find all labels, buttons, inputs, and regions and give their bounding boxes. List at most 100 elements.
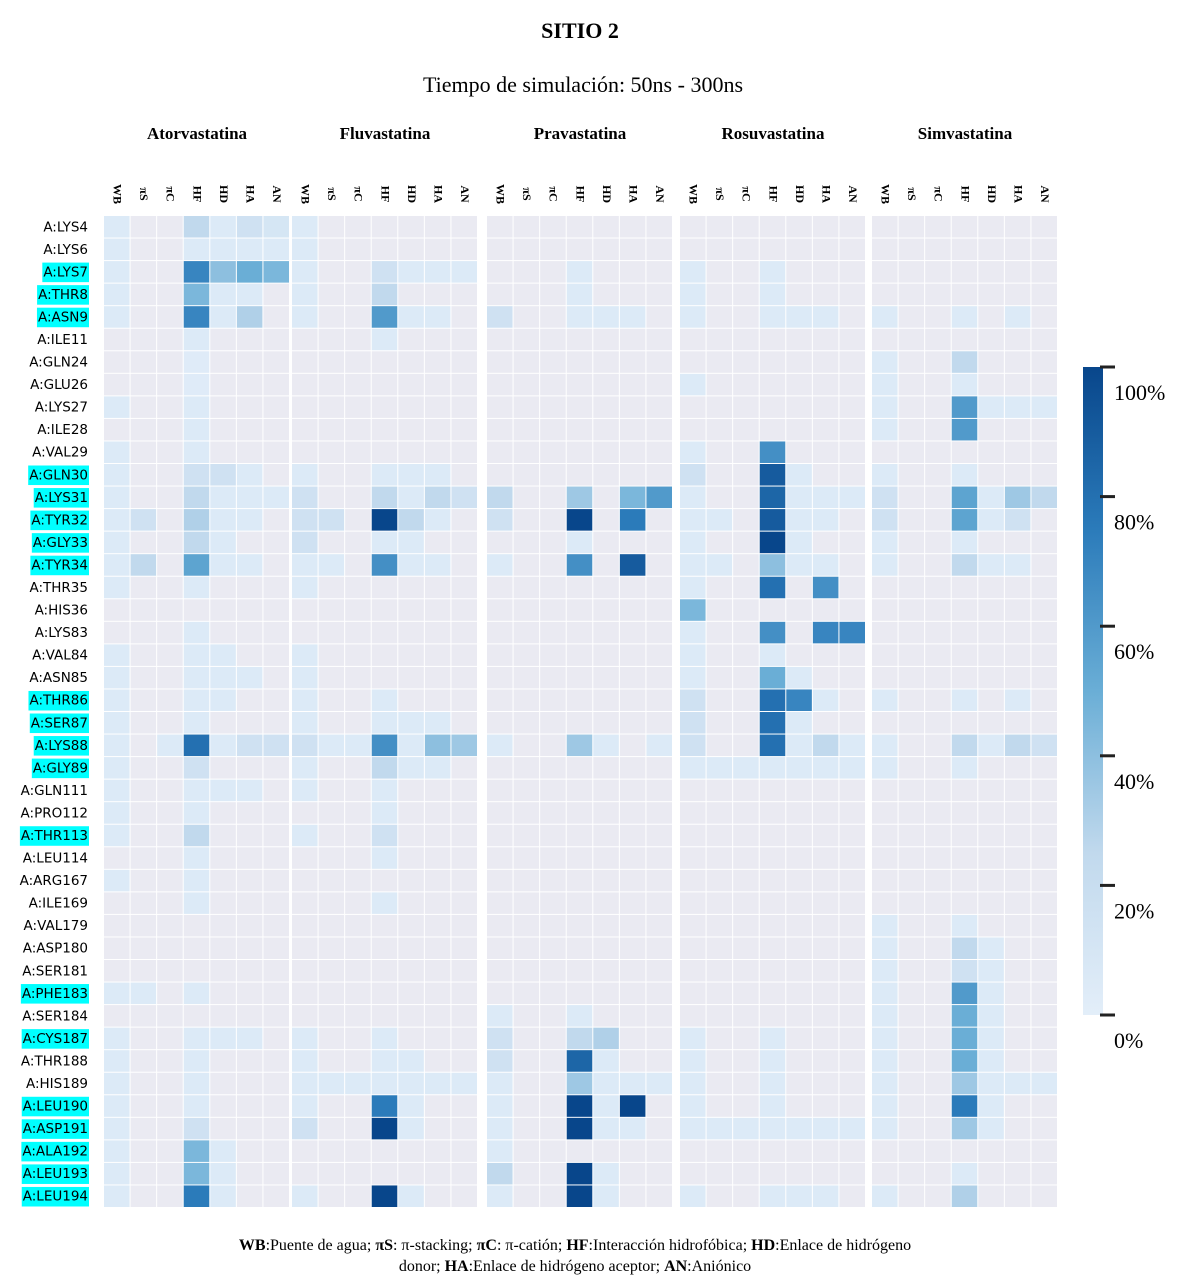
heatmap-cell [263, 914, 289, 937]
heatmap-cell [236, 464, 263, 486]
heatmap-cell [898, 1140, 925, 1162]
heatmap-cell [619, 531, 646, 554]
heatmap-cell [130, 960, 157, 982]
heatmap-cell [925, 373, 951, 396]
heatmap-cell [925, 1050, 951, 1072]
row-highlight [42, 262, 89, 283]
heatmap-cell [1004, 960, 1031, 982]
heatmap-cell [566, 824, 593, 847]
heatmap-cell [898, 1050, 925, 1072]
panel-title: Simvastatina [918, 124, 1013, 143]
heatmap-cell [680, 1185, 706, 1207]
heatmap-cell [978, 1050, 1004, 1072]
row-label: A:TYR34 [31, 557, 88, 573]
heatmap-cell [318, 914, 345, 937]
heatmap-cell [318, 1095, 345, 1117]
heatmap-cell [451, 531, 477, 554]
heatmap-cell [318, 757, 345, 779]
heatmap-cell [398, 1185, 424, 1207]
heatmap-cell [398, 1162, 424, 1185]
heatmap-cell [978, 757, 1004, 779]
heatmap-cell [130, 1185, 157, 1207]
heatmap-cell [839, 509, 865, 531]
heatmap-cell [104, 621, 130, 644]
heatmap-cell [1004, 689, 1031, 711]
heatmap-cell [371, 554, 398, 576]
heatmap-cell [236, 351, 263, 373]
column-label: πC [164, 186, 178, 201]
heatmap-cell [451, 351, 477, 373]
heatmap-cell [593, 306, 619, 328]
heatmap-cell [130, 1005, 157, 1027]
row-label: A:LEU114 [23, 851, 88, 867]
heatmap-cell [619, 1185, 646, 1207]
heatmap-cell [646, 261, 672, 283]
heatmap-cell [540, 373, 566, 396]
heatmap-cell [130, 306, 157, 328]
heatmap-cell [513, 306, 540, 328]
heatmap-cell [236, 982, 263, 1005]
heatmap-cell [210, 1162, 236, 1185]
heatmap-cell [424, 802, 451, 824]
heatmap-cell [978, 779, 1004, 802]
heatmap-cell [925, 1162, 951, 1185]
heatmap-cell [759, 486, 786, 509]
heatmap-cell [157, 1072, 183, 1095]
heatmap-cell [183, 914, 210, 937]
heatmap-cell [872, 779, 898, 802]
heatmap-cell [925, 914, 951, 937]
heatmap-cell [593, 418, 619, 441]
heatmap-cell [540, 509, 566, 531]
heatmap-cell [210, 847, 236, 869]
heatmap-cell [157, 847, 183, 869]
heatmap-cell [292, 757, 318, 779]
heatmap-cell [513, 960, 540, 982]
heatmap-cell [680, 238, 706, 261]
heatmap-cell [593, 261, 619, 283]
heatmap-cell [424, 960, 451, 982]
heatmap-cell [345, 418, 371, 441]
heatmap-cell [318, 779, 345, 802]
heatmap-cell [839, 396, 865, 418]
heatmap-cell [812, 1162, 839, 1185]
heatmap-cell [872, 644, 898, 666]
heatmap-cell [487, 892, 513, 914]
heatmap-cell [1031, 1117, 1057, 1140]
heatmap-cell [733, 712, 759, 734]
heatmap-cell [646, 982, 672, 1005]
heatmap-cell [680, 914, 706, 937]
heatmap-cell [619, 486, 646, 509]
heatmap-cell [872, 960, 898, 982]
heatmap-cell [487, 937, 513, 959]
heatmap-cell [646, 1095, 672, 1117]
heatmap-cell [786, 238, 812, 261]
heatmap-cell [978, 914, 1004, 937]
heatmap-cell [318, 824, 345, 847]
heatmap-cell [318, 599, 345, 621]
heatmap-cell [210, 554, 236, 576]
heatmap-cell [786, 464, 812, 486]
heatmap-cell [593, 531, 619, 554]
heatmap-cell [513, 847, 540, 869]
colorbar-tick-label: 40% [1114, 769, 1154, 794]
heatmap-cell [183, 531, 210, 554]
heatmap-cell [925, 802, 951, 824]
heatmap-cell [292, 554, 318, 576]
row-label: A:LYS27 [35, 400, 88, 416]
heatmap-cell [292, 306, 318, 328]
heatmap-cell [706, 576, 733, 599]
heatmap-cell [812, 531, 839, 554]
heatmap-cell [236, 644, 263, 666]
heatmap-cell [733, 576, 759, 599]
heatmap-cell [398, 576, 424, 599]
heatmap-cell [978, 441, 1004, 463]
heatmap-cell [680, 486, 706, 509]
heatmap-cell [318, 960, 345, 982]
heatmap-cell [513, 802, 540, 824]
heatmap-cell [236, 509, 263, 531]
panel-title: Pravastatina [534, 124, 627, 143]
heatmap-cell [183, 306, 210, 328]
heatmap-cell [733, 937, 759, 959]
heatmap-cell [759, 531, 786, 554]
heatmap-cell [619, 464, 646, 486]
